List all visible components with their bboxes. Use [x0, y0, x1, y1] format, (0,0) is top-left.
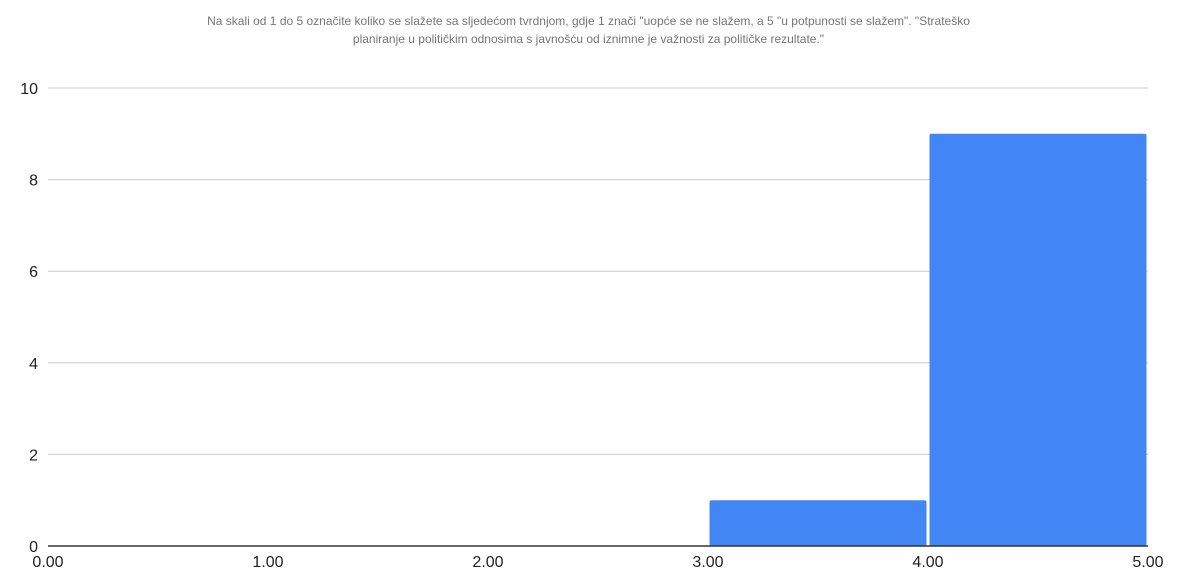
chart-title-line-2: planiranje u političkim odnosima s javno… [352, 32, 825, 46]
x-tick-label-5: 5.00 [1132, 554, 1163, 571]
bar-3 [709, 500, 927, 546]
chart-title: Na skali od 1 do 5 označite koliko se sl… [0, 12, 1177, 48]
bar-4 [929, 133, 1147, 547]
y-tick-label-1: 2 [29, 447, 38, 464]
x-tick-label-4: 4.00 [912, 554, 943, 571]
chart-title-line-1: Na skali od 1 do 5 označite koliko se sl… [207, 14, 970, 28]
x-tick-label-1: 1.00 [252, 554, 283, 571]
y-tick-label-5: 10 [20, 81, 38, 98]
x-tick-label-2: 2.00 [472, 554, 503, 571]
y-tick-label-3: 6 [29, 264, 38, 281]
x-tick-label-3: 3.00 [692, 554, 723, 571]
y-tick-label-4: 8 [29, 173, 38, 190]
y-tick-label-0: 0 [29, 539, 38, 556]
y-tick-label-2: 4 [29, 356, 38, 373]
x-tick-label-0: 0.00 [32, 554, 63, 571]
